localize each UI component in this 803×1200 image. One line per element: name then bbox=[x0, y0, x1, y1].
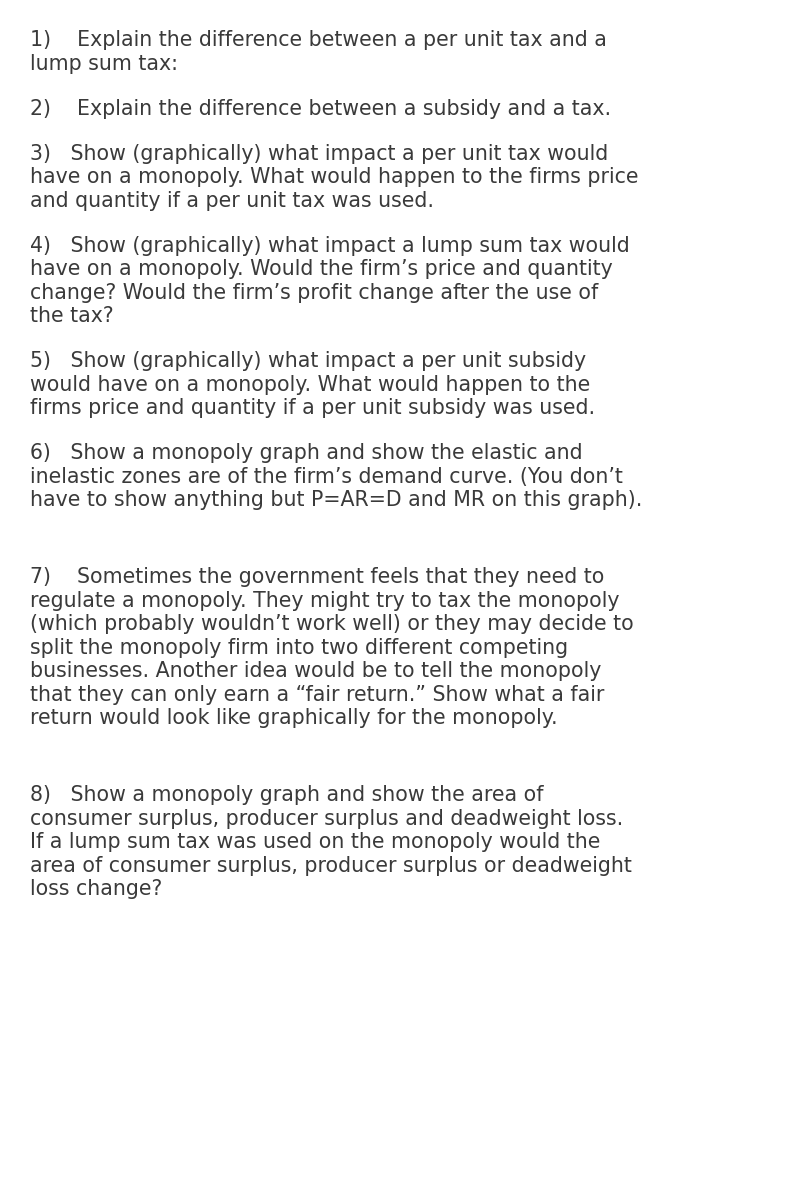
Text: the tax?: the tax? bbox=[30, 306, 113, 326]
Text: that they can only earn a “fair return.” Show what a fair: that they can only earn a “fair return.”… bbox=[30, 685, 604, 704]
Text: 6)   Show a monopoly graph and show the elastic and: 6) Show a monopoly graph and show the el… bbox=[30, 443, 582, 463]
Text: firms price and quantity if a per unit subsidy was used.: firms price and quantity if a per unit s… bbox=[30, 398, 594, 418]
Text: inelastic zones are of the firm’s demand curve. (You don’t: inelastic zones are of the firm’s demand… bbox=[30, 467, 622, 487]
Text: have on a monopoly. Would the firm’s price and quantity: have on a monopoly. Would the firm’s pri… bbox=[30, 259, 612, 280]
Text: regulate a monopoly. They might try to tax the monopoly: regulate a monopoly. They might try to t… bbox=[30, 590, 619, 611]
Text: change? Would the firm’s profit change after the use of: change? Would the firm’s profit change a… bbox=[30, 282, 597, 302]
Text: loss change?: loss change? bbox=[30, 880, 162, 899]
Text: lump sum tax:: lump sum tax: bbox=[30, 54, 177, 73]
Text: businesses. Another idea would be to tell the monopoly: businesses. Another idea would be to tel… bbox=[30, 661, 601, 682]
Text: have to show anything but P=AR=D and MR on this graph).: have to show anything but P=AR=D and MR … bbox=[30, 490, 642, 510]
Text: 8)   Show a monopoly graph and show the area of: 8) Show a monopoly graph and show the ar… bbox=[30, 785, 543, 805]
Text: return would look like graphically for the monopoly.: return would look like graphically for t… bbox=[30, 708, 557, 728]
Text: (which probably wouldn’t work well) or they may decide to: (which probably wouldn’t work well) or t… bbox=[30, 614, 633, 634]
Text: and quantity if a per unit tax was used.: and quantity if a per unit tax was used. bbox=[30, 191, 434, 210]
Text: 2)    Explain the difference between a subsidy and a tax.: 2) Explain the difference between a subs… bbox=[30, 98, 610, 119]
Text: have on a monopoly. What would happen to the firms price: have on a monopoly. What would happen to… bbox=[30, 167, 638, 187]
Text: 4)   Show (graphically) what impact a lump sum tax would: 4) Show (graphically) what impact a lump… bbox=[30, 235, 629, 256]
Text: 3)   Show (graphically) what impact a per unit tax would: 3) Show (graphically) what impact a per … bbox=[30, 144, 608, 163]
Text: area of consumer surplus, producer surplus or deadweight: area of consumer surplus, producer surpl… bbox=[30, 856, 631, 876]
Text: 1)    Explain the difference between a per unit tax and a: 1) Explain the difference between a per … bbox=[30, 30, 606, 50]
Text: If a lump sum tax was used on the monopoly would the: If a lump sum tax was used on the monopo… bbox=[30, 832, 600, 852]
Text: consumer surplus, producer surplus and deadweight loss.: consumer surplus, producer surplus and d… bbox=[30, 809, 622, 829]
Text: 5)   Show (graphically) what impact a per unit subsidy: 5) Show (graphically) what impact a per … bbox=[30, 352, 585, 371]
Text: split the monopoly firm into two different competing: split the monopoly firm into two differe… bbox=[30, 637, 568, 658]
Text: would have on a monopoly. What would happen to the: would have on a monopoly. What would hap… bbox=[30, 374, 589, 395]
Text: 7)    Sometimes the government feels that they need to: 7) Sometimes the government feels that t… bbox=[30, 568, 604, 587]
